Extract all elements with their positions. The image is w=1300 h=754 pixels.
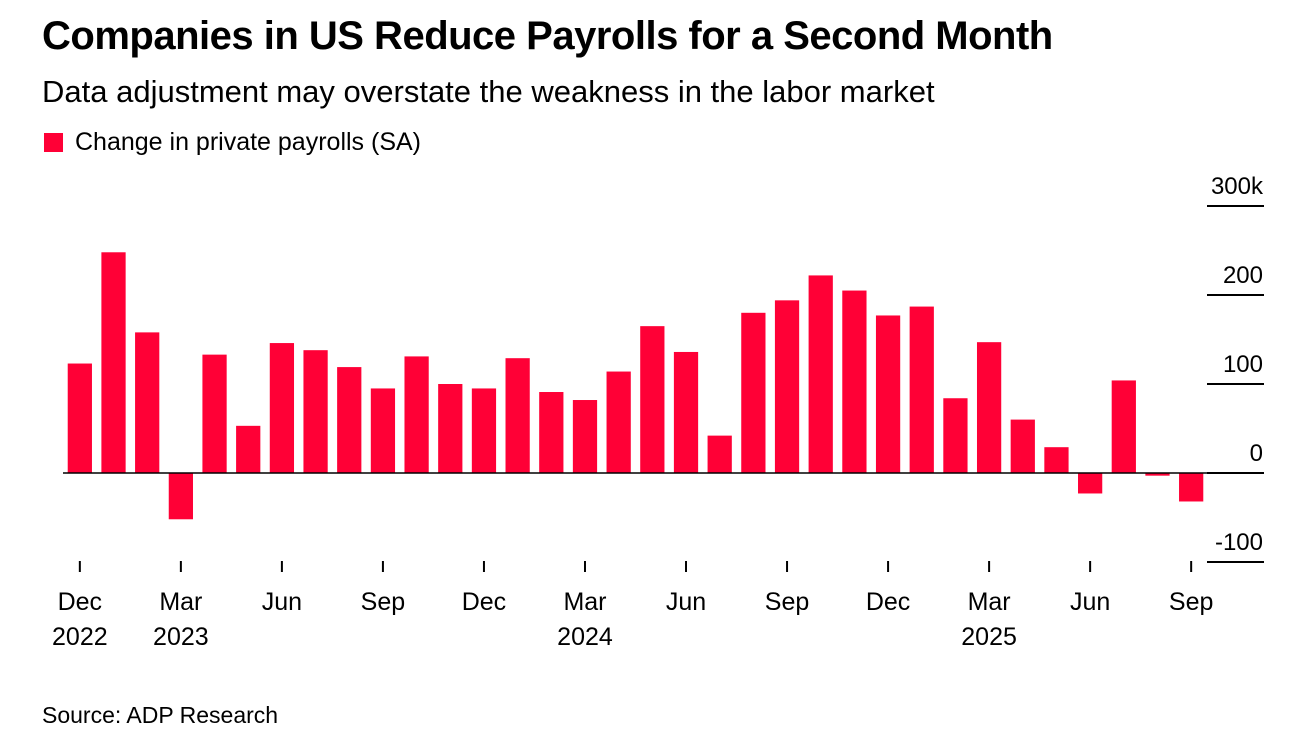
legend-label: Change in private payrolls (SA) — [75, 128, 421, 156]
x-tick-label-month: Mar — [968, 588, 1011, 616]
bar — [976, 342, 1002, 473]
bar — [842, 290, 867, 473]
y-tick-label: 300k — [1211, 173, 1264, 200]
x-tick-label-month: Dec — [58, 588, 102, 616]
bar — [572, 400, 598, 473]
bar — [673, 351, 699, 473]
bar — [1010, 419, 1035, 473]
x-tick-label-year: 2023 — [153, 623, 209, 651]
bar — [67, 363, 92, 473]
bar — [202, 354, 227, 473]
bar — [471, 388, 497, 473]
x-tick-label-year: 2024 — [557, 623, 613, 651]
x-tick-label-month: Sep — [1169, 588, 1213, 616]
y-tick-label: 200 — [1223, 262, 1263, 289]
y-tick-label: 100 — [1223, 351, 1263, 378]
bar — [875, 315, 901, 473]
bar — [1145, 473, 1170, 476]
bar — [909, 306, 934, 473]
y-tick-label: -100 — [1215, 529, 1263, 556]
x-tick-label-month: Mar — [563, 588, 606, 616]
source-note: Source: ADP Research — [42, 702, 279, 728]
bar — [438, 384, 463, 473]
bar — [1111, 380, 1136, 473]
bar — [135, 332, 160, 473]
chart-title: Companies in US Reduce Payrolls for a Se… — [42, 14, 1053, 58]
x-tick-label-month: Dec — [462, 588, 506, 616]
bar — [741, 312, 766, 473]
bar — [1179, 473, 1204, 502]
legend: Change in private payrolls (SA) — [44, 128, 421, 157]
bar — [404, 356, 429, 473]
bar — [808, 275, 833, 473]
bar — [236, 425, 261, 473]
bar — [505, 358, 530, 473]
bar — [640, 326, 665, 473]
x-tick-label-month: Dec — [866, 588, 910, 616]
bar — [707, 435, 732, 473]
x-tick-label-month: Mar — [159, 588, 202, 616]
legend-swatch — [44, 133, 63, 152]
chart-subtitle: Data adjustment may overstate the weakne… — [42, 74, 935, 109]
bar — [1044, 447, 1069, 473]
x-tick-label-month: Sep — [765, 588, 809, 616]
y-tick-label: 0 — [1250, 440, 1263, 467]
bar — [370, 388, 396, 473]
x-tick-label-month: Jun — [1070, 588, 1110, 616]
x-tick-label-month: Jun — [262, 588, 302, 616]
x-tick-label-year: 2025 — [961, 623, 1017, 651]
bar — [1078, 473, 1103, 494]
bar — [337, 367, 362, 473]
bar — [168, 473, 193, 520]
bar — [539, 392, 564, 473]
bar — [303, 350, 328, 473]
bar — [606, 371, 631, 473]
bar — [101, 252, 126, 473]
bar — [774, 300, 800, 473]
bar — [269, 343, 295, 473]
x-tick-label-month: Jun — [666, 588, 706, 616]
x-tick-label-year: 2022 — [52, 623, 108, 651]
x-tick-label-month: Sep — [361, 588, 405, 616]
bar — [943, 398, 968, 473]
